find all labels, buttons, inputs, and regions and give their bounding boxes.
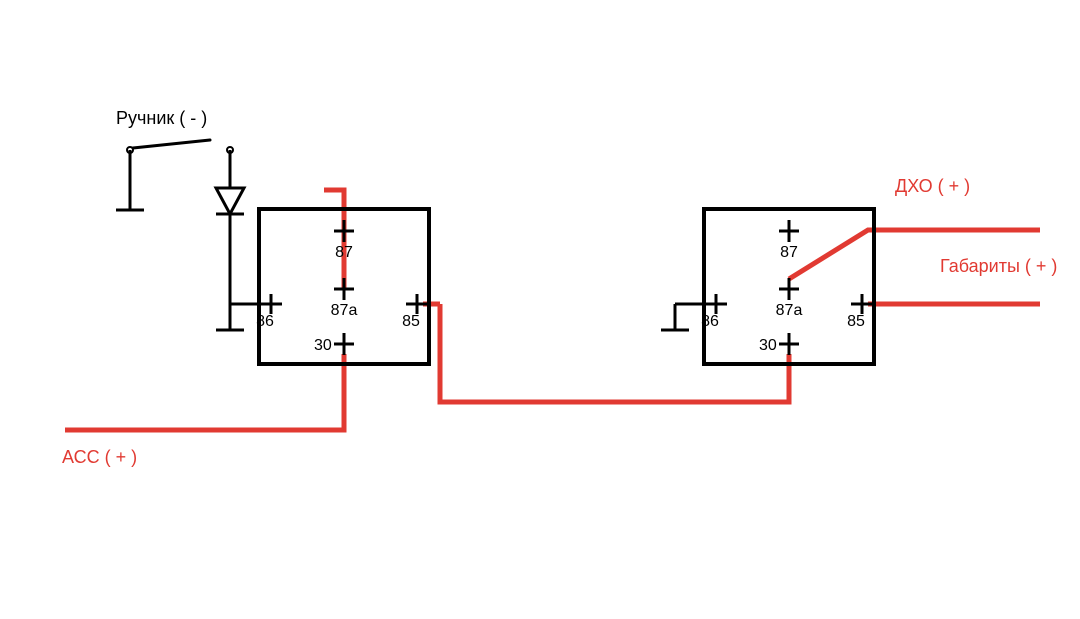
svg-text:87a: 87a	[776, 302, 803, 319]
svg-text:30: 30	[759, 337, 777, 354]
svg-text:85: 85	[847, 313, 865, 330]
label-dho: ДХО ( + )	[895, 176, 970, 197]
svg-text:85: 85	[402, 313, 420, 330]
svg-text:87: 87	[335, 244, 353, 261]
svg-text:86: 86	[701, 313, 719, 330]
label-acc: АСС ( + )	[62, 447, 137, 468]
circuit-canvas: 87 87a 86 85 30 87 87a 86 85 30	[0, 0, 1080, 619]
label-handbrake: Ручник ( - )	[116, 108, 207, 129]
label-gabarity: Габариты ( + )	[940, 256, 1057, 277]
svg-text:86: 86	[256, 313, 274, 330]
svg-text:30: 30	[314, 337, 332, 354]
svg-text:87: 87	[780, 244, 798, 261]
svg-text:87a: 87a	[331, 302, 358, 319]
